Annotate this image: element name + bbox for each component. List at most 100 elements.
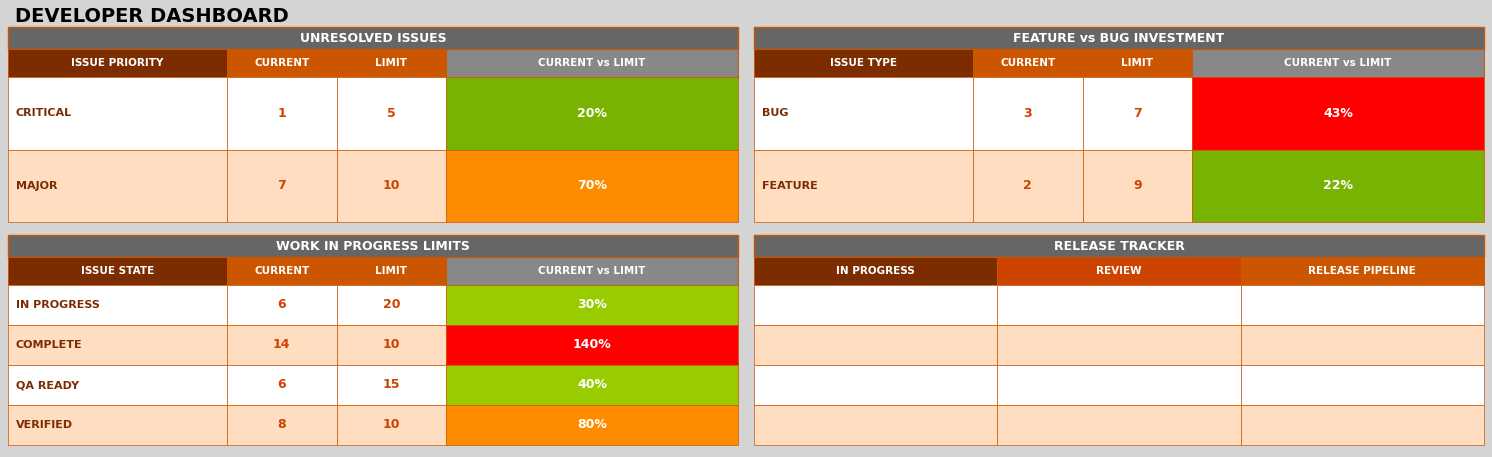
Text: 30%: 30%	[577, 298, 607, 312]
Text: 10: 10	[382, 419, 400, 431]
Text: COMPLETE: COMPLETE	[16, 340, 82, 350]
Text: DEVELOPER DASHBOARD: DEVELOPER DASHBOARD	[15, 7, 289, 27]
Text: 22%: 22%	[1323, 179, 1353, 192]
FancyBboxPatch shape	[227, 49, 337, 77]
FancyBboxPatch shape	[7, 149, 227, 222]
FancyBboxPatch shape	[753, 235, 1485, 257]
Text: 2: 2	[1024, 179, 1032, 192]
FancyBboxPatch shape	[997, 257, 1241, 285]
Text: 40%: 40%	[577, 378, 607, 392]
Text: FEATURE vs BUG INVESTMENT: FEATURE vs BUG INVESTMENT	[1013, 32, 1225, 44]
FancyBboxPatch shape	[1083, 149, 1192, 222]
Text: 43%: 43%	[1323, 107, 1353, 120]
Text: WORK IN PROGRESS LIMITS: WORK IN PROGRESS LIMITS	[276, 239, 470, 253]
FancyBboxPatch shape	[753, 149, 973, 222]
FancyBboxPatch shape	[446, 405, 739, 445]
Text: 6: 6	[278, 298, 286, 312]
Text: CRITICAL: CRITICAL	[16, 108, 72, 118]
FancyBboxPatch shape	[446, 325, 739, 365]
FancyBboxPatch shape	[7, 325, 227, 365]
Text: BUG: BUG	[762, 108, 788, 118]
FancyBboxPatch shape	[1241, 365, 1485, 405]
Text: 3: 3	[1024, 107, 1032, 120]
Text: ISSUE PRIORITY: ISSUE PRIORITY	[72, 58, 164, 68]
FancyBboxPatch shape	[227, 257, 337, 285]
Text: IN PROGRESS: IN PROGRESS	[837, 266, 915, 276]
Text: CURRENT: CURRENT	[1000, 58, 1055, 68]
Text: LIMIT: LIMIT	[1122, 58, 1153, 68]
FancyBboxPatch shape	[227, 149, 337, 222]
FancyBboxPatch shape	[997, 365, 1241, 405]
Text: LIMIT: LIMIT	[376, 58, 407, 68]
FancyBboxPatch shape	[227, 405, 337, 445]
Text: 6: 6	[278, 378, 286, 392]
FancyBboxPatch shape	[1192, 149, 1485, 222]
Text: LIMIT: LIMIT	[376, 266, 407, 276]
Text: FEATURE: FEATURE	[762, 181, 818, 191]
FancyBboxPatch shape	[7, 405, 227, 445]
Text: ISSUE STATE: ISSUE STATE	[81, 266, 154, 276]
Text: 9: 9	[1132, 179, 1141, 192]
FancyBboxPatch shape	[7, 365, 227, 405]
FancyBboxPatch shape	[337, 257, 446, 285]
Text: 20: 20	[382, 298, 400, 312]
FancyBboxPatch shape	[446, 149, 739, 222]
Text: CURRENT vs LIMIT: CURRENT vs LIMIT	[539, 58, 646, 68]
Text: 10: 10	[382, 179, 400, 192]
FancyBboxPatch shape	[753, 257, 997, 285]
FancyBboxPatch shape	[337, 365, 446, 405]
FancyBboxPatch shape	[7, 77, 227, 149]
FancyBboxPatch shape	[973, 149, 1083, 222]
FancyBboxPatch shape	[753, 27, 1485, 49]
FancyBboxPatch shape	[227, 77, 337, 149]
FancyBboxPatch shape	[753, 365, 997, 405]
Text: 7: 7	[1132, 107, 1141, 120]
Text: ISSUE TYPE: ISSUE TYPE	[830, 58, 897, 68]
FancyBboxPatch shape	[337, 405, 446, 445]
Text: 7: 7	[278, 179, 286, 192]
Text: 20%: 20%	[577, 107, 607, 120]
FancyBboxPatch shape	[7, 257, 227, 285]
Text: RELEASE PIPELINE: RELEASE PIPELINE	[1308, 266, 1416, 276]
FancyBboxPatch shape	[1192, 77, 1485, 149]
FancyBboxPatch shape	[753, 405, 997, 445]
Text: 14: 14	[273, 339, 291, 351]
FancyBboxPatch shape	[446, 77, 739, 149]
FancyBboxPatch shape	[7, 285, 227, 325]
FancyBboxPatch shape	[1083, 77, 1192, 149]
Text: IN PROGRESS: IN PROGRESS	[16, 300, 100, 310]
Text: QA READY: QA READY	[16, 380, 79, 390]
FancyBboxPatch shape	[446, 257, 739, 285]
FancyBboxPatch shape	[446, 285, 739, 325]
FancyBboxPatch shape	[973, 49, 1083, 77]
Text: RELEASE TRACKER: RELEASE TRACKER	[1053, 239, 1185, 253]
FancyBboxPatch shape	[446, 49, 739, 77]
FancyBboxPatch shape	[997, 325, 1241, 365]
FancyBboxPatch shape	[1241, 325, 1485, 365]
FancyBboxPatch shape	[7, 235, 739, 257]
FancyBboxPatch shape	[1241, 405, 1485, 445]
FancyBboxPatch shape	[1241, 257, 1485, 285]
Text: CURRENT: CURRENT	[254, 266, 309, 276]
FancyBboxPatch shape	[1241, 285, 1485, 325]
Text: 70%: 70%	[577, 179, 607, 192]
Text: VERIFIED: VERIFIED	[16, 420, 73, 430]
Text: CURRENT: CURRENT	[254, 58, 309, 68]
FancyBboxPatch shape	[997, 285, 1241, 325]
FancyBboxPatch shape	[7, 27, 739, 49]
FancyBboxPatch shape	[337, 49, 446, 77]
FancyBboxPatch shape	[1192, 49, 1485, 77]
Text: 140%: 140%	[573, 339, 612, 351]
Text: 1: 1	[278, 107, 286, 120]
Text: 10: 10	[382, 339, 400, 351]
FancyBboxPatch shape	[446, 365, 739, 405]
FancyBboxPatch shape	[753, 49, 973, 77]
FancyBboxPatch shape	[997, 405, 1241, 445]
Text: 5: 5	[386, 107, 395, 120]
FancyBboxPatch shape	[337, 325, 446, 365]
Text: CURRENT vs LIMIT: CURRENT vs LIMIT	[1285, 58, 1392, 68]
FancyBboxPatch shape	[1083, 49, 1192, 77]
FancyBboxPatch shape	[7, 49, 227, 77]
Text: UNRESOLVED ISSUES: UNRESOLVED ISSUES	[300, 32, 446, 44]
Text: CURRENT vs LIMIT: CURRENT vs LIMIT	[539, 266, 646, 276]
